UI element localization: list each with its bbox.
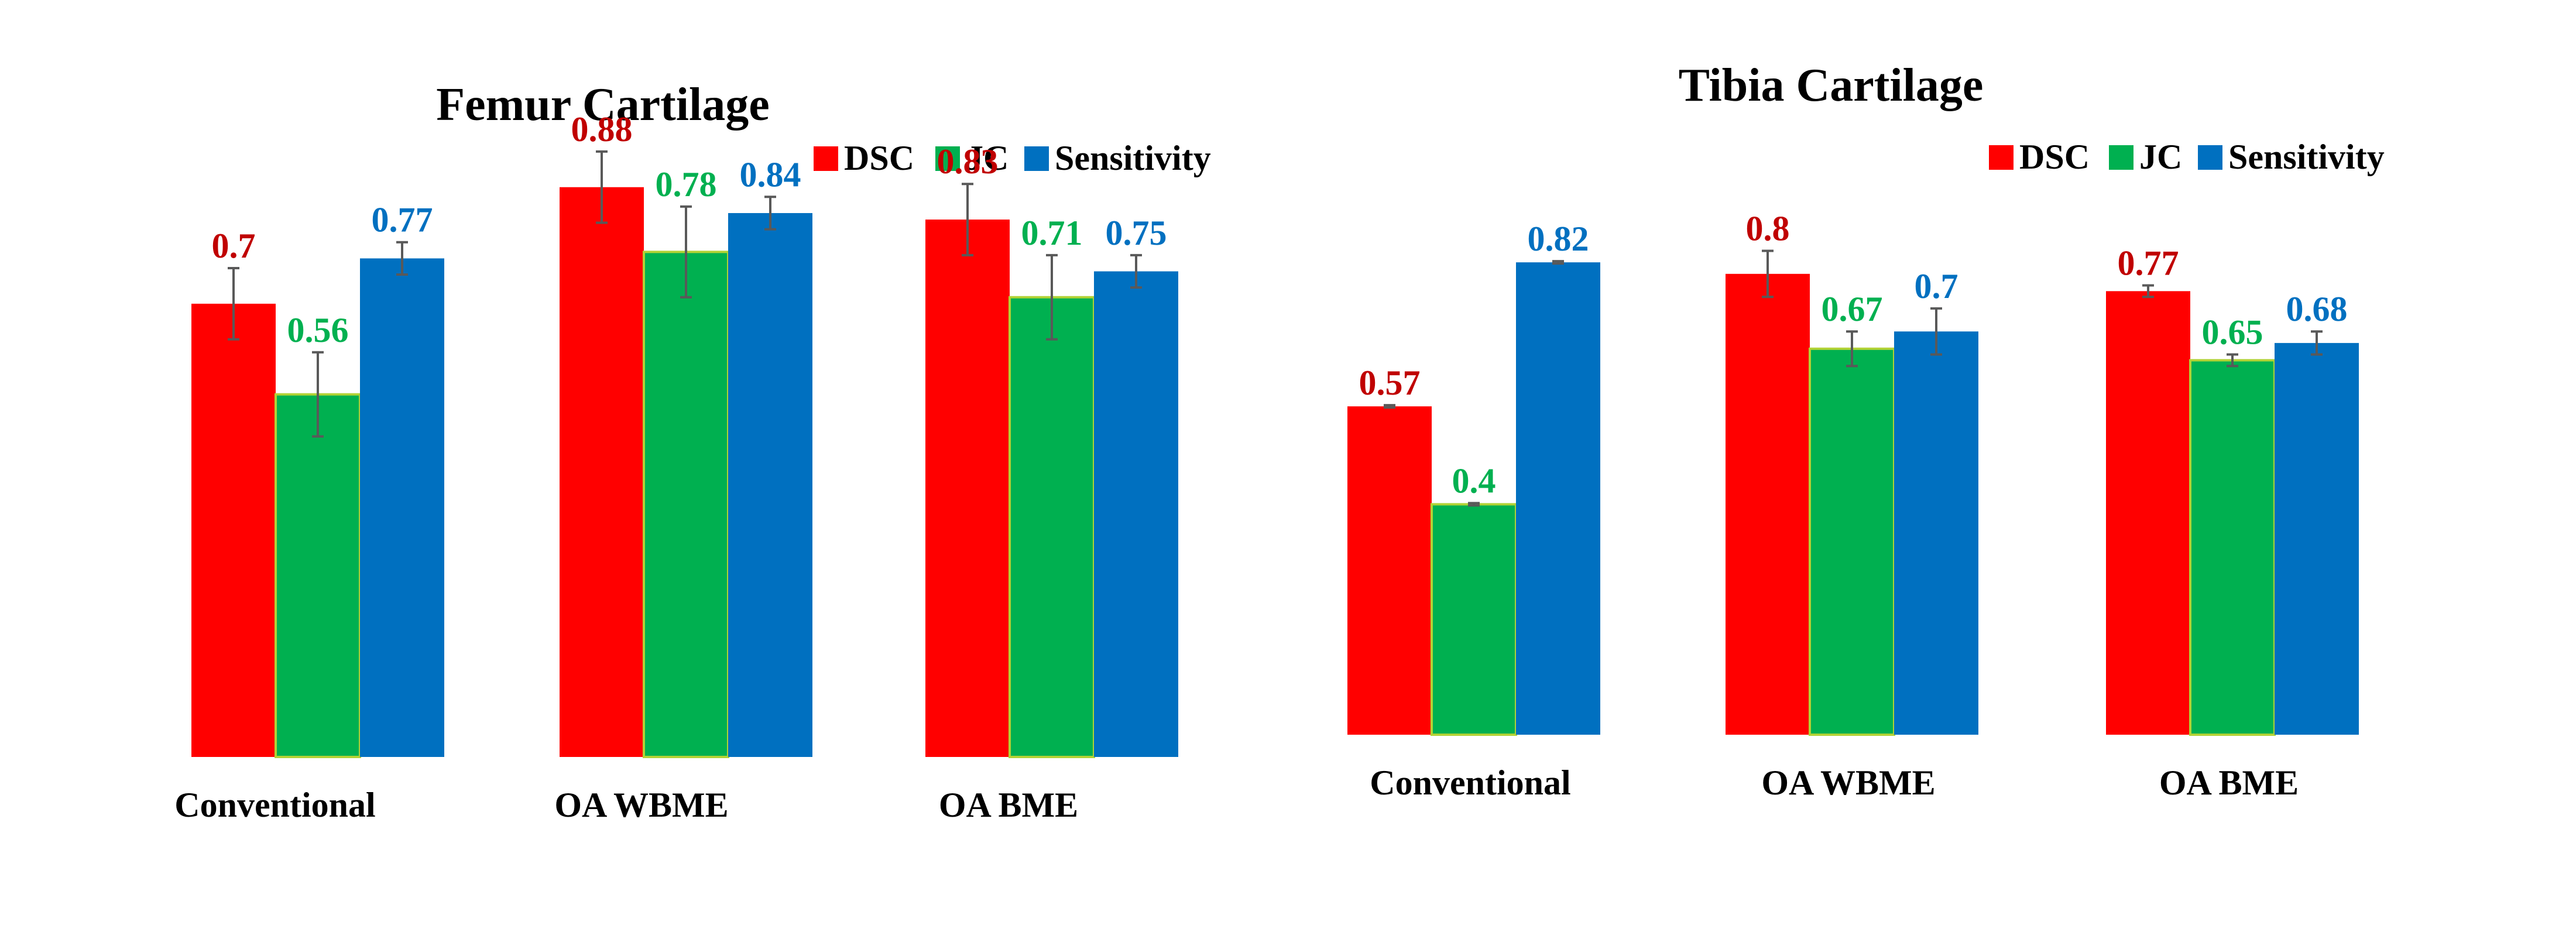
femur-legend-dsc-label: DSC <box>844 139 914 177</box>
tibia-legend: DSC JC Sensitivity <box>1989 138 2385 176</box>
tibia-bar-conventional-dsc <box>1347 406 1432 735</box>
tibia-category-label-conventional: Conventional <box>1370 763 1570 802</box>
femur-error-bar-oa-wbme-dsc <box>596 150 608 224</box>
femur-bar-oa-bme-sensitivity <box>1094 271 1178 757</box>
tibia-data-label-oa-bme-sensitivity: 0.68 <box>2286 290 2348 328</box>
tibia-bar-conventional-jc <box>1431 503 1517 736</box>
tibia-error-bar-conventional-jc <box>1468 502 1480 507</box>
femur-bar-oa-bme-dsc <box>925 220 1010 757</box>
femur-data-label-oa-wbme-jc: 0.78 <box>656 165 717 204</box>
tibia-error-bar-oa-wbme-dsc <box>1762 249 1774 299</box>
tibia-bar-oa-wbme-jc <box>1809 347 1895 736</box>
femur-legend-jc-swatch <box>935 146 960 171</box>
femur-category-labels: Conventional OA WBME OA BME <box>174 786 1078 824</box>
femur-data-label-conventional-dsc: 0.7 <box>212 227 256 265</box>
femur-legend-jc-label: JC <box>966 139 1009 177</box>
femur-bar-oa-bme-jc <box>1009 296 1095 758</box>
tibia-data-label-oa-bme-jc: 0.65 <box>2202 313 2263 352</box>
femur-bar-oa-wbme-sensitivity <box>728 213 812 758</box>
femur-error-bar-oa-wbme-jc <box>680 205 692 299</box>
femur-bar-conventional-sensitivity <box>360 258 444 757</box>
femur-data-label-oa-bme-jc: 0.71 <box>1021 214 1083 252</box>
tibia-error-bar-oa-bme-jc <box>2227 353 2238 368</box>
femur-bar-oa-wbme-dsc <box>560 187 644 758</box>
tibia-error-bar-conventional-dsc <box>1384 404 1395 409</box>
femur-error-bar-conventional-dsc <box>228 266 239 341</box>
femur-legend-sensitivity-label: Sensitivity <box>1055 139 1211 177</box>
femur-data-label-oa-bme-sensitivity: 0.75 <box>1106 214 1167 252</box>
femur-panel: Femur Cartilage DSC JC Sensitivity 0.70.… <box>174 79 1210 824</box>
femur-error-bar-oa-bme-jc <box>1046 253 1058 341</box>
femur-error-bar-conventional-jc <box>312 351 324 438</box>
femur-error-bar-oa-bme-sensitivity <box>1130 253 1142 289</box>
femur-bar-oa-wbme-jc <box>643 251 729 758</box>
femur-data-labels: 0.7 0.56 0.77 0.88 0.78 0.84 0.83 0.71 0.75 <box>212 110 1167 350</box>
femur-category-label-conventional: Conventional <box>174 786 375 824</box>
femur-error-bar-oa-wbme-sensitivity <box>764 196 776 231</box>
tibia-data-label-oa-wbme-sensitivity: 0.7 <box>1915 267 1958 306</box>
femur-error-bar-oa-bme-dsc <box>962 183 973 256</box>
tibia-legend-sensitivity-label: Sensitivity <box>2228 138 2385 176</box>
femur-chart-title: Femur Cartilage <box>436 79 769 131</box>
tibia-category-label-oa-wbme: OA WBME <box>1761 763 1935 802</box>
femur-data-label-conventional-jc: 0.56 <box>287 311 349 350</box>
tibia-bar-oa-bme-sensitivity <box>2275 342 2359 735</box>
tibia-bar-oa-bme-jc <box>2189 359 2276 736</box>
tibia-legend-jc-label: JC <box>2139 138 2182 176</box>
tibia-panel: Tibia Cartilage DSC JC Sensitivity 0.570… <box>1347 60 2385 802</box>
tibia-error-bar-oa-wbme-jc <box>1846 330 1858 368</box>
femur-category-label-oa-wbme: OA WBME <box>554 786 728 824</box>
tibia-data-label-conventional-sensitivity: 0.82 <box>1528 220 1589 258</box>
tibia-chart-title: Tibia Cartilage <box>1679 60 1984 111</box>
femur-category-label-oa-bme: OA BME <box>939 786 1078 824</box>
femur-error-bars <box>228 150 1142 438</box>
tibia-error-bar-conventional-sensitivity <box>1552 260 1564 265</box>
tibia-bar-oa-wbme-sensitivity <box>1894 331 1978 735</box>
femur-bar-conventional-dsc <box>191 303 276 757</box>
tibia-category-label-oa-bme: OA BME <box>2159 763 2299 802</box>
tibia-data-label-oa-wbme-dsc: 0.8 <box>1746 209 1790 248</box>
tibia-bar-conventional-sensitivity <box>1516 262 1600 735</box>
tibia-data-label-conventional-dsc: 0.57 <box>1359 364 1421 402</box>
tibia-data-label-conventional-jc: 0.4 <box>1452 461 1496 500</box>
tibia-bars <box>1347 262 2359 736</box>
tibia-error-bar-oa-wbme-sensitivity <box>1930 307 1942 356</box>
tibia-error-bars <box>1384 249 2323 507</box>
tibia-legend-dsc-swatch <box>1989 145 2014 170</box>
tibia-legend-sensitivity-swatch <box>2198 145 2222 170</box>
tibia-error-bar-oa-bme-dsc <box>2142 284 2154 299</box>
tibia-legend-dsc-label: DSC <box>2019 138 2090 176</box>
tibia-bar-oa-wbme-dsc <box>1726 273 1810 735</box>
femur-data-label-conventional-sensitivity: 0.77 <box>372 201 433 239</box>
femur-bar-conventional-jc <box>275 393 361 758</box>
tibia-data-labels: 0.57 0.4 0.82 0.8 0.67 0.7 0.77 0.65 0.68 <box>1359 209 2348 500</box>
femur-data-label-oa-bme-dsc: 0.83 <box>937 142 999 181</box>
tibia-category-labels: Conventional OA WBME OA BME <box>1370 763 2299 802</box>
femur-legend-dsc-swatch <box>814 146 838 171</box>
femur-legend: DSC JC Sensitivity <box>814 139 1211 177</box>
femur-bars <box>191 187 1178 758</box>
femur-data-label-oa-wbme-dsc: 0.88 <box>571 110 633 149</box>
femur-legend-sensitivity-swatch <box>1024 146 1049 171</box>
tibia-data-label-oa-wbme-jc: 0.67 <box>1822 290 1883 328</box>
tibia-legend-jc-swatch <box>2109 145 2133 170</box>
tibia-data-label-oa-bme-dsc: 0.77 <box>2118 244 2179 282</box>
tibia-bar-oa-bme-dsc <box>2106 291 2190 735</box>
tibia-error-bar-oa-bme-sensitivity <box>2311 330 2323 356</box>
femur-error-bar-conventional-sensitivity <box>396 241 408 276</box>
femur-data-label-oa-wbme-sensitivity: 0.84 <box>740 155 801 194</box>
